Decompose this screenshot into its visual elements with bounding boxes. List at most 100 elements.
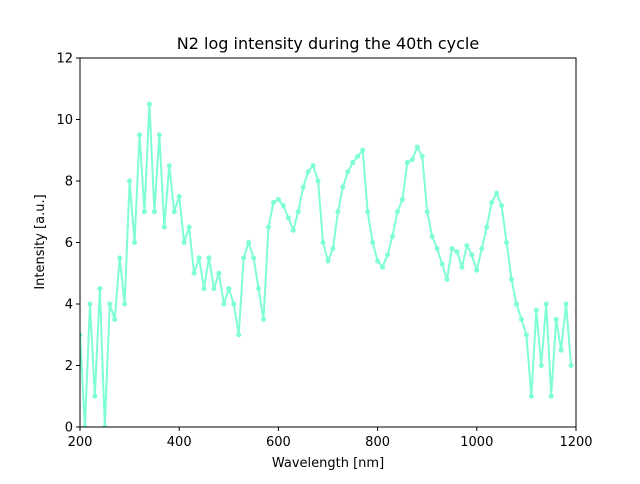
y-tick-label: 0 [65,421,73,436]
x-tick-label: 800 [365,435,390,450]
data-point [191,270,197,276]
x-tick-label: 1000 [460,435,493,450]
data-point [87,301,93,307]
data-point [261,316,267,322]
data-point [419,153,425,159]
data-point [275,196,281,202]
y-tick-label: 6 [65,236,73,251]
data-point [161,224,167,230]
data-point [196,255,202,261]
data-point [340,184,346,190]
data-point [285,215,291,221]
data-line [80,104,573,427]
data-point [399,196,405,202]
data-point [548,393,554,399]
data-point [389,233,395,239]
y-tick-label: 12 [56,52,73,67]
data-point [216,270,222,276]
data-point [365,209,371,215]
data-point [533,307,539,313]
data-point [300,184,306,190]
data-point [171,209,177,215]
data-point [439,261,445,267]
data-point [434,246,440,252]
data-point [151,209,157,215]
data-point [464,243,470,249]
chart-title: N2 log intensity during the 40th cycle [177,34,479,53]
data-point [226,286,232,292]
data-point [479,246,485,252]
x-tick-label: 600 [266,435,291,450]
data-point [265,224,271,230]
data-point [375,258,381,264]
data-point [504,240,510,245]
data-point [380,264,386,270]
data-point [474,267,480,273]
data-point [444,276,450,282]
data-point [330,246,336,252]
data-point [518,316,524,322]
data-point [454,249,460,255]
data-point [558,347,564,353]
data-point [186,224,192,230]
data-point [295,209,301,215]
data-point [355,153,361,159]
data-point [553,316,559,322]
data-point [563,301,569,307]
y-tick-label: 10 [56,113,73,128]
data-point [146,101,152,107]
data-point [484,224,490,230]
y-tick-label: 2 [65,359,73,374]
data-point [394,209,400,215]
data-point [335,209,341,215]
data-point [102,424,108,427]
data-point [449,246,455,252]
data-point [280,203,286,209]
data-point [290,227,296,233]
data-point [141,209,147,215]
data-point [166,163,172,169]
data-point [176,193,182,199]
x-axis-label: Wavelength [nm] [272,456,384,471]
data-point [231,301,237,307]
data-point [499,203,505,209]
data-point [429,233,435,239]
data-point [310,163,316,169]
data-point [97,286,103,292]
data-point [414,144,420,150]
data-point [112,316,118,322]
data-point [523,332,529,338]
data-point [528,393,534,399]
data-point [241,255,247,261]
data-point [325,258,331,264]
data-point [156,132,162,138]
data-point [404,160,410,166]
data-point [117,255,123,261]
data-point [543,301,549,307]
data-point [538,363,544,368]
data-point [360,147,366,153]
data-point [201,286,207,292]
data-point [370,240,376,245]
data-point [568,363,574,368]
data-point [459,264,465,270]
data-point [305,169,311,175]
data-point [127,178,133,184]
data-point [256,286,262,292]
data-point [345,169,351,175]
data-point [246,240,252,245]
data-point [221,301,227,307]
data-point [181,240,187,245]
data-point [251,255,257,261]
y-axis-label: Intensity [a.u.] [33,194,48,289]
data-point [385,252,391,258]
data-point [320,240,326,245]
data-point [409,156,415,162]
data-point [236,332,242,338]
data-point [270,200,276,206]
data-point [132,240,138,245]
data-point [122,301,128,307]
data-point [211,286,217,292]
data-point [315,178,321,184]
